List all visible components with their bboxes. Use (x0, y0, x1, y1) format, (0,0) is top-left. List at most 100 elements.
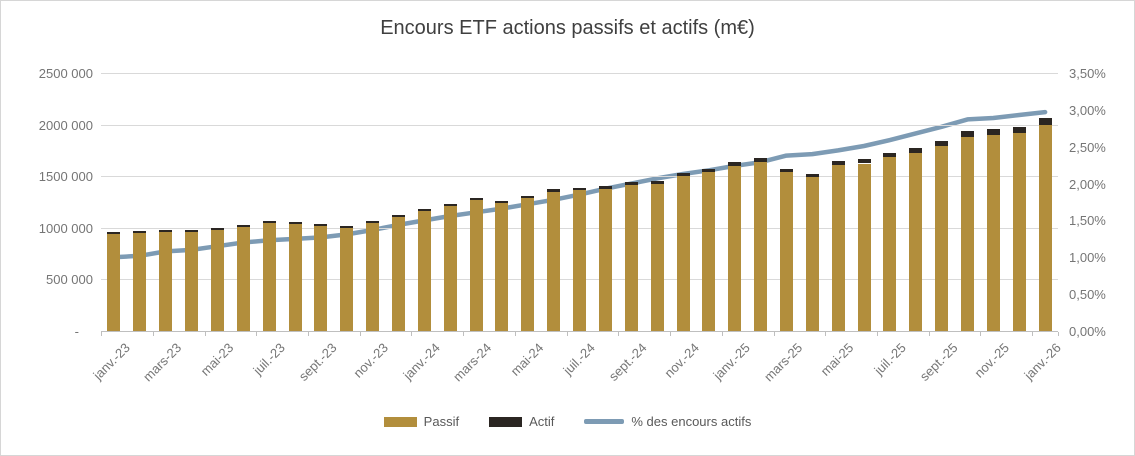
bar-actif (159, 229, 173, 232)
bar-actif (754, 157, 768, 162)
x-axis-label: janv.-25 (710, 340, 754, 383)
bar-passif (650, 184, 664, 331)
bar-actif (1038, 118, 1052, 125)
x-axis-label: mai-25 (818, 340, 857, 379)
bar-actif (702, 168, 716, 172)
bar-passif (909, 152, 923, 331)
bar-passif (288, 224, 302, 331)
bar-actif (909, 147, 923, 153)
bar-passif (159, 231, 173, 331)
x-axis-label: sept.-25 (916, 340, 961, 384)
x-axis-tick (670, 332, 671, 336)
bar-actif (521, 195, 535, 199)
right-axis-tick-label: 0,50% (1069, 287, 1106, 303)
bar-actif (857, 159, 871, 164)
x-axis-label: mai-24 (507, 340, 547, 379)
x-axis-label: janv.-26 (1021, 340, 1064, 383)
left-axis-tick-label: 1500 000 (38, 169, 93, 185)
gridline (101, 176, 1058, 178)
bar-passif (702, 172, 716, 331)
bar-passif (805, 177, 819, 331)
left-axis-tick-label: 1000 000 (38, 220, 93, 236)
left-axis-tick-label: - (74, 324, 79, 339)
x-axis-line (101, 331, 1058, 332)
bar-actif (573, 187, 586, 191)
gridline (101, 124, 1058, 126)
bar-actif (935, 140, 949, 146)
bar-passif (831, 165, 845, 331)
bar-passif (547, 191, 561, 331)
bar-actif (288, 222, 302, 225)
x-axis-label: mars-24 (450, 340, 495, 385)
right-axis-tick-label: 2,50% (1069, 139, 1106, 155)
bar-passif (469, 200, 483, 331)
x-axis-tick (1032, 332, 1034, 336)
bar-actif (391, 214, 405, 217)
bar-passif (236, 227, 250, 331)
passif-swatch-icon (383, 416, 417, 427)
left-axis-tick-label: 2000 000 (38, 117, 93, 133)
bar-actif (624, 182, 638, 186)
x-axis-label: sept.-23 (295, 340, 340, 384)
bar-actif (1012, 127, 1026, 134)
x-axis-tick (566, 332, 568, 336)
bar-actif (779, 168, 793, 173)
x-axis-tick (1058, 332, 1059, 336)
bar-passif (443, 205, 457, 331)
left-axis-tick-label: 500 000 (46, 272, 93, 288)
bar-actif (831, 161, 845, 166)
x-axis-label: mars-25 (760, 340, 806, 385)
bar-passif (417, 211, 431, 331)
bar-passif (495, 203, 509, 331)
bar-actif (366, 220, 380, 223)
legend-item-passif: Passif (383, 414, 459, 429)
right-axis-tick-label: 3,00% (1069, 102, 1106, 118)
bar-passif (133, 232, 147, 331)
x-axis-tick (980, 332, 982, 336)
bar-actif (340, 226, 354, 229)
actif-swatch-icon (489, 416, 523, 427)
x-axis-tick (514, 332, 516, 336)
right-axis-tick-label: 1,50% (1069, 213, 1106, 229)
bar-actif (262, 220, 276, 223)
x-axis-tick (204, 332, 206, 336)
bar-passif (728, 166, 742, 331)
bar-actif (495, 201, 509, 204)
bar-actif (961, 131, 974, 137)
bar-actif (676, 172, 690, 176)
x-axis-tick (825, 332, 827, 336)
bar-actif (443, 203, 457, 206)
x-axis-tick (618, 332, 620, 336)
bar-actif (417, 209, 431, 212)
legend-label-line: % des encours actifs (631, 414, 752, 429)
bar-passif (754, 161, 768, 331)
gridline (101, 73, 1058, 74)
bar-actif (107, 231, 121, 234)
bar-passif (624, 185, 638, 331)
x-axis-label: janv.-23 (89, 340, 133, 383)
bar-actif (728, 162, 742, 167)
x-axis-tick (876, 332, 878, 336)
bar-actif (883, 152, 897, 158)
bar-passif (598, 188, 612, 331)
right-axis-tick-label: 2,00% (1069, 176, 1106, 192)
x-axis-tick (411, 332, 413, 336)
legend: Passif Actif % des encours actifs (1, 414, 1134, 429)
bar-actif (133, 230, 147, 233)
chart-title: Encours ETF actions passifs et actifs (m… (380, 17, 755, 39)
bar-passif (210, 230, 224, 331)
x-axis-tick (721, 332, 723, 336)
right-axis-tick-label: 0,00% (1069, 324, 1106, 339)
bar-passif (986, 135, 1000, 331)
x-axis-label: sept.-24 (605, 340, 650, 384)
left-axis-tick-label: 2500 000 (38, 66, 93, 81)
bar-passif (1038, 124, 1052, 331)
bar-passif (1012, 133, 1026, 331)
bar-passif (857, 163, 871, 331)
x-axis-label: nov.-24 (661, 340, 702, 381)
bar-actif (236, 225, 250, 227)
bar-actif (314, 224, 328, 227)
x-axis-label: janv.-24 (400, 340, 443, 383)
bar-passif (262, 222, 276, 331)
x-axis-label: nov.-25 (971, 340, 1012, 381)
